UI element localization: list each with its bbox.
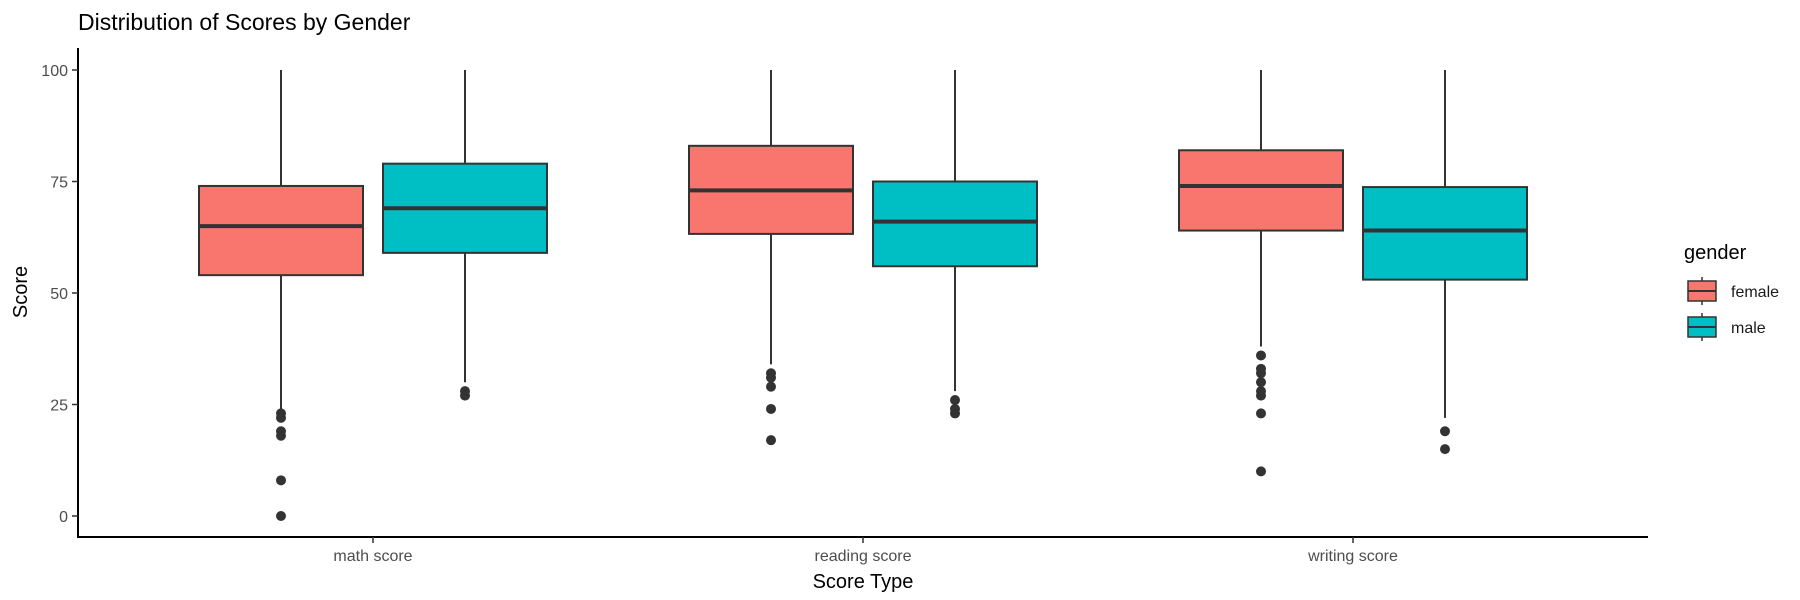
x-tick-label: writing score bbox=[1307, 548, 1398, 565]
box-male bbox=[382, 70, 548, 401]
box-female bbox=[688, 70, 854, 446]
y-tick-label: 100 bbox=[41, 63, 68, 80]
box-body bbox=[198, 184, 364, 277]
outlier-point bbox=[276, 408, 286, 419]
outlier-point bbox=[1256, 408, 1266, 419]
outlier-point bbox=[1256, 363, 1266, 374]
legend-items: female male bbox=[1687, 277, 1779, 341]
chart-title: Distribution of Scores by Gender bbox=[78, 9, 411, 35]
legend-label: female bbox=[1731, 284, 1779, 301]
box-body bbox=[1362, 186, 1528, 281]
y-axis-ticks: 0 25 50 75 100 bbox=[41, 63, 78, 526]
x-axis-title: Score Type bbox=[813, 571, 914, 593]
outlier-point bbox=[1256, 350, 1266, 361]
outlier-point bbox=[1256, 386, 1266, 397]
outlier-point bbox=[766, 368, 776, 379]
y-tick-label: 25 bbox=[50, 398, 68, 415]
outlier-point bbox=[950, 395, 960, 406]
x-tick-label: math score bbox=[333, 548, 412, 565]
outlier-point bbox=[276, 426, 286, 437]
legend: gender female male bbox=[1684, 242, 1779, 341]
legend-title: gender bbox=[1684, 242, 1747, 264]
box-female bbox=[198, 70, 364, 521]
box-series bbox=[198, 70, 1528, 521]
outlier-point bbox=[276, 475, 286, 486]
outlier-point bbox=[1256, 466, 1266, 477]
outlier-point bbox=[766, 403, 776, 414]
outlier-point bbox=[276, 511, 286, 521]
outlier-point bbox=[1256, 377, 1266, 388]
outlier-point bbox=[1440, 426, 1450, 437]
y-tick-label: 50 bbox=[50, 286, 68, 303]
outlier-point bbox=[766, 381, 776, 392]
outlier-point bbox=[950, 403, 960, 414]
legend-item-male: male bbox=[1687, 313, 1766, 341]
y-tick-label: 75 bbox=[50, 175, 68, 192]
box-body bbox=[872, 180, 1038, 268]
outlier-point bbox=[1440, 444, 1450, 455]
x-axis-ticks: math score reading score writing score bbox=[333, 537, 1398, 565]
x-tick-label: reading score bbox=[815, 548, 912, 565]
box-body bbox=[1178, 149, 1344, 232]
box-female bbox=[1178, 70, 1344, 477]
legend-item-female: female bbox=[1687, 277, 1779, 305]
outlier-point bbox=[766, 435, 776, 446]
plot-area: 0 25 50 75 100 math score reading score writin… bbox=[41, 48, 1648, 565]
outlier-point bbox=[460, 386, 470, 397]
y-tick-label: 0 bbox=[59, 509, 68, 526]
box-male bbox=[872, 70, 1038, 419]
y-axis-title: Score bbox=[10, 266, 32, 318]
box-male bbox=[1362, 70, 1528, 455]
legend-label: male bbox=[1731, 320, 1766, 337]
